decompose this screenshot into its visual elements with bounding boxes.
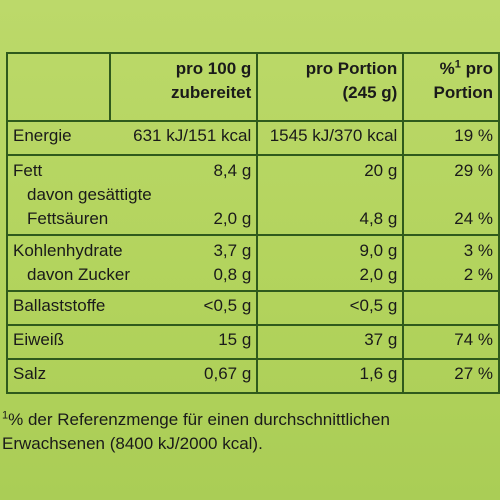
kh-portion-cell: 9,0 g 2,0 g xyxy=(256,234,405,292)
fett-sub-per-portion: 4,8 g xyxy=(359,209,398,228)
zucker-label: davon Zucker xyxy=(27,265,130,284)
kh-per-100g: 3,7 g xyxy=(213,241,252,260)
header-percent-portion: %1 pro Portion xyxy=(402,52,500,122)
footnote-marker: 1 xyxy=(2,409,9,422)
row-ballaststoffe: Ballaststoffe <0,5 g <0,5 g xyxy=(5,290,500,326)
fett-per-portion: 20 g xyxy=(364,161,398,180)
row-energie: Energie 631 kJ/151 kcal 1545 kJ/370 kcal… xyxy=(5,120,500,156)
fett-cell: Fett 8,4 g davon gesättigte Fettsäuren 2… xyxy=(5,154,259,236)
energie-label: Energie xyxy=(13,126,72,145)
footnote-line2: Erwachsenen (8400 kJ/2000 kcal). xyxy=(2,434,263,453)
energie-per-100g: 631 kJ/151 kcal xyxy=(133,126,252,145)
eiweiss-percent: 74 % xyxy=(402,324,500,360)
energie-per-portion: 1545 kJ/370 kcal xyxy=(256,120,405,156)
kh-label: Kohlenhydrate xyxy=(13,241,123,260)
header-percent-sign: % xyxy=(439,59,455,78)
header-per-portion-line2: (245 g) xyxy=(342,83,398,102)
energie-cell: Energie 631 kJ/151 kcal xyxy=(5,120,259,156)
fett-sub-label-line1: davon gesättigte xyxy=(27,185,152,204)
kh-percent-cell: 3 % 2 % xyxy=(402,234,500,292)
fett-sub-per-100g: 2,0 g xyxy=(213,209,252,228)
header-per-100g-line1: pro 100 g xyxy=(175,59,252,78)
footnote-line1: 1% der Referenzmenge für einen durchschn… xyxy=(2,408,500,432)
zucker-per-portion: 2,0 g xyxy=(359,265,398,284)
nutrition-table: pro 100 g zubereitet pro Portion (245 g)… xyxy=(5,52,500,394)
kh-percent: 3 % xyxy=(463,241,493,260)
header-row: pro 100 g zubereitet pro Portion (245 g)… xyxy=(5,52,500,122)
row-salz: Salz 0,67 g 1,6 g 27 % xyxy=(5,358,500,394)
header-per-portion-line1: pro Portion xyxy=(305,59,398,78)
row-eiweiss: Eiweiß 15 g 37 g 74 % xyxy=(5,324,500,360)
header-empty-cell xyxy=(5,52,112,122)
fett-percent-cell: 29 % 24 % xyxy=(402,154,500,236)
header-footnote-marker: 1 xyxy=(454,58,461,71)
ballast-per-portion: <0,5 g xyxy=(256,290,405,326)
header-per-portion: pro Portion (245 g) xyxy=(256,52,405,122)
fett-sub-percent: 24 % xyxy=(454,209,493,228)
salz-label: Salz xyxy=(13,364,47,383)
energie-percent: 19 % xyxy=(402,120,500,156)
header-per-100g: pro 100 g zubereitet xyxy=(109,52,259,122)
eiweiss-label: Eiweiß xyxy=(13,330,65,349)
header-percent-line2: Portion xyxy=(433,83,494,102)
fett-label: Fett xyxy=(13,161,43,180)
eiweiss-per-portion: 37 g xyxy=(256,324,405,360)
eiweiss-per-100g: 15 g xyxy=(218,330,252,349)
footnote-text-1: % der Referenzmenge für einen durchschni… xyxy=(8,410,390,429)
salz-percent: 27 % xyxy=(402,358,500,394)
salz-per-portion: 1,6 g xyxy=(256,358,405,394)
salz-cell: Salz 0,67 g xyxy=(5,358,259,394)
ballast-per-100g: <0,5 g xyxy=(203,296,252,315)
ballast-percent xyxy=(402,290,500,326)
header-percent-pro: pro xyxy=(460,59,493,78)
kh-cell: Kohlenhydrate 3,7 g davon Zucker 0,8 g xyxy=(5,234,259,292)
ballast-cell: Ballaststoffe <0,5 g xyxy=(5,290,259,326)
fett-sub-label-line2: Fettsäuren xyxy=(27,209,109,228)
row-kohlenhydrate-group: Kohlenhydrate 3,7 g davon Zucker 0,8 g 9… xyxy=(5,234,500,292)
zucker-percent: 2 % xyxy=(463,265,493,284)
header-percent-line1: %1 pro xyxy=(409,57,493,81)
eiweiss-cell: Eiweiß 15 g xyxy=(5,324,259,360)
fett-percent: 29 % xyxy=(454,161,493,180)
ballast-label: Ballaststoffe xyxy=(13,296,106,315)
row-fett-group: Fett 8,4 g davon gesättigte Fettsäuren 2… xyxy=(5,154,500,236)
fett-per-100g: 8,4 g xyxy=(213,161,252,180)
salz-per-100g: 0,67 g xyxy=(204,364,252,383)
header-per-100g-line2: zubereitet xyxy=(170,83,252,102)
zucker-per-100g: 0,8 g xyxy=(213,265,252,284)
fett-portion-cell: 20 g 4,8 g xyxy=(256,154,405,236)
kh-per-portion: 9,0 g xyxy=(359,241,398,260)
footnote: 1% der Referenzmenge für einen durchschn… xyxy=(0,408,500,456)
